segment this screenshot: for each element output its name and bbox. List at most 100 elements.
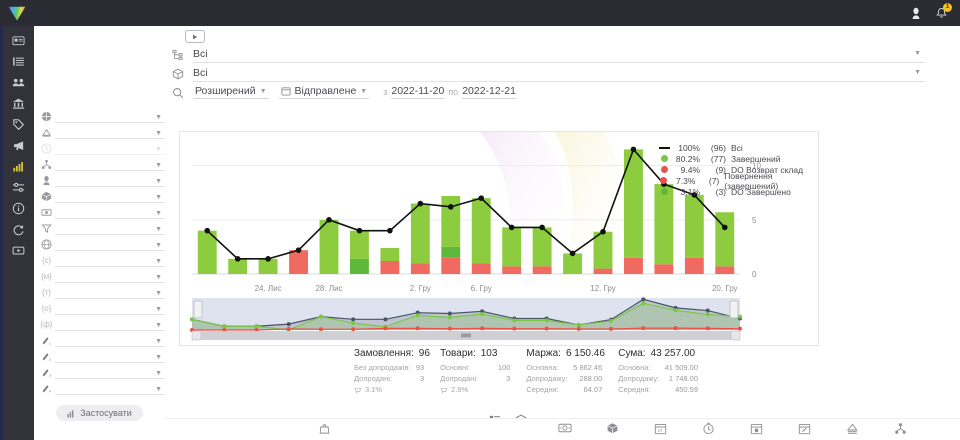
sidebar-item-video[interactable]: [3, 240, 34, 261]
chart-panel[interactable]: 0 5 10 24. Лис 28. Лис 2. Гру 6. Гру 12. Гру 20.…: [179, 131, 819, 346]
stat-line-value: 41 509.00: [664, 363, 699, 372]
stat-line-label: Основна:: [618, 363, 651, 372]
chart-svg[interactable]: 0 5 10 24. Лис 28. Лис 2. Гру 6. Гру 12. Гру 20.…: [180, 132, 819, 346]
filter-pen-2-field[interactable]: ▼: [55, 349, 165, 363]
filter-param-o1[interactable]: {о} ▼: [34, 300, 165, 316]
legend-item[interactable]: 3.1% (3) DO Завершено: [655, 186, 818, 197]
stat-line: Допродажу: 288.00: [526, 373, 618, 384]
filter-funnel[interactable]: ▼: [34, 220, 165, 236]
date-from-input[interactable]: 2022-11-20: [391, 85, 445, 99]
search-mode-select[interactable]: Розширений ▼: [193, 85, 269, 99]
filter-globe-field[interactable]: ▼: [55, 109, 165, 123]
filter-hierarchy[interactable]: ▼: [34, 156, 165, 172]
filter-doc-field[interactable]: ▼: [55, 125, 165, 139]
apply-button-wrap: Застосувати: [34, 405, 165, 421]
notification-bell-icon[interactable]: 1: [930, 0, 952, 26]
filter-pen-3-field[interactable]: ▼: [55, 365, 165, 379]
svg-text:17: 17: [658, 428, 663, 433]
product-value: Всі: [193, 66, 208, 79]
product-select[interactable]: Всі ▼: [193, 66, 925, 82]
sidebar-item-megaphone[interactable]: [3, 135, 34, 156]
filter-param-m[interactable]: {м} ▼: [34, 268, 165, 284]
sidebar-item-analytics[interactable]: [3, 156, 34, 177]
main-content: Всі ▼ Всі ▼ Розширений ▼: [34, 26, 960, 440]
sidebar-item-users[interactable]: [3, 72, 34, 93]
cart-icon: [440, 386, 448, 394]
chevron-down-icon: ▼: [155, 178, 162, 185]
legend-item[interactable]: 7.3% (7) Повернення (завершений): [655, 171, 818, 191]
stat-pct-value: 3.1%: [365, 385, 383, 394]
filter-param-t-field[interactable]: ▼: [55, 285, 165, 299]
logo-triangle-icon: [8, 6, 26, 21]
filter-doc[interactable]: ▼: [34, 124, 165, 140]
filter-pen-4[interactable]: 4 ▼: [34, 380, 165, 396]
stat-line-value: 288.00: [579, 374, 603, 383]
banknote-icon[interactable]: [558, 422, 572, 434]
stat-line-label: Допродані:: [440, 374, 479, 383]
sidebar-item-info[interactable]: [3, 198, 34, 219]
box-icon[interactable]: [606, 422, 619, 435]
filter-user[interactable]: ▼: [34, 172, 165, 188]
filter-box[interactable]: ▼: [34, 188, 165, 204]
filter-param-c-field[interactable]: ▼: [55, 253, 165, 267]
legend-item[interactable]: 80.2% (77) Завершений: [655, 153, 818, 164]
top-bar: 1: [0, 0, 960, 26]
filter-param-t[interactable]: {т} ▼: [34, 284, 165, 300]
sidebar-item-refresh[interactable]: [3, 219, 34, 240]
filter-param-o1-field[interactable]: ▼: [55, 301, 165, 315]
filter-pen-4-field[interactable]: ▼: [55, 381, 165, 395]
filter-pen-1-field[interactable]: ▼: [55, 333, 165, 347]
note-icon[interactable]: [846, 422, 859, 435]
legend-item[interactable]: 9.4% (9) DO Возврат склад: [655, 164, 818, 175]
source-select[interactable]: Всі ▼: [193, 47, 925, 63]
chevron-down-icon: ▼: [155, 306, 162, 313]
stat-line-value: 3: [506, 374, 511, 383]
calendar-icon[interactable]: 17: [654, 422, 667, 435]
funnel-icon: [38, 223, 55, 234]
filter-param-c[interactable]: {c} ▼: [34, 252, 165, 268]
globe-icon: [38, 111, 55, 122]
bag-icon[interactable]: [318, 422, 331, 435]
sidebar-item-list[interactable]: [3, 51, 34, 72]
filter-param-o2-field[interactable]: ▼: [55, 317, 165, 331]
sidebar-item-card[interactable]: [3, 30, 34, 51]
stat-line-label: Основні:: [440, 363, 470, 372]
pen-1-icon: 1: [38, 335, 55, 346]
svg-text:0: 0: [752, 270, 757, 279]
stat-line: Без допродажів: 93: [354, 362, 440, 373]
date-to-input[interactable]: 2022-12-21: [462, 85, 516, 99]
legend-item[interactable]: 100% (96) Всі: [655, 142, 818, 153]
filter-param-m-field[interactable]: ▼: [55, 269, 165, 283]
search-icon[interactable]: [169, 87, 187, 99]
play-video-button[interactable]: [185, 30, 205, 43]
filter-pen-3[interactable]: 3 ▼: [34, 364, 165, 380]
sidebar-item-settings[interactable]: [3, 177, 34, 198]
filter-pen-1[interactable]: 1 ▼: [34, 332, 165, 348]
filter-money-field[interactable]: ▼: [55, 205, 165, 219]
stat-line: Основна: 5 862.46: [526, 362, 618, 373]
apply-button[interactable]: Застосувати: [56, 405, 143, 421]
chevron-down-icon: ▼: [155, 194, 162, 201]
filter-hierarchy-field[interactable]: ▼: [55, 157, 165, 171]
filter-web-field[interactable]: ▼: [55, 237, 165, 251]
filter-user-field[interactable]: ▼: [55, 173, 165, 187]
calendar-edit-icon[interactable]: [798, 422, 811, 435]
filter-globe[interactable]: ▼: [34, 108, 165, 124]
calendar-money-icon[interactable]: [750, 422, 763, 435]
filter-web[interactable]: ▼: [34, 236, 165, 252]
filter-pen-2[interactable]: 2 ▼: [34, 348, 165, 364]
hierarchy-icon[interactable]: [894, 422, 907, 435]
filter-money[interactable]: ▼: [34, 204, 165, 220]
filter-funnel-field[interactable]: ▼: [55, 221, 165, 235]
status-select[interactable]: Відправлене ▼: [278, 85, 370, 99]
filter-box-field[interactable]: ▼: [55, 189, 165, 203]
sidebar-item-tag[interactable]: [3, 114, 34, 135]
sidebar-item-bank[interactable]: [3, 93, 34, 114]
calendar-icon: [280, 86, 291, 96]
app-logo[interactable]: [0, 0, 34, 26]
timer-icon[interactable]: [702, 422, 715, 435]
stat-pct: 3.1%: [354, 384, 440, 396]
filter-param-o2[interactable]: {ф} ▼: [34, 316, 165, 332]
svg-text:2. Гру: 2. Гру: [410, 284, 431, 293]
user-avatar-icon[interactable]: [905, 0, 927, 26]
